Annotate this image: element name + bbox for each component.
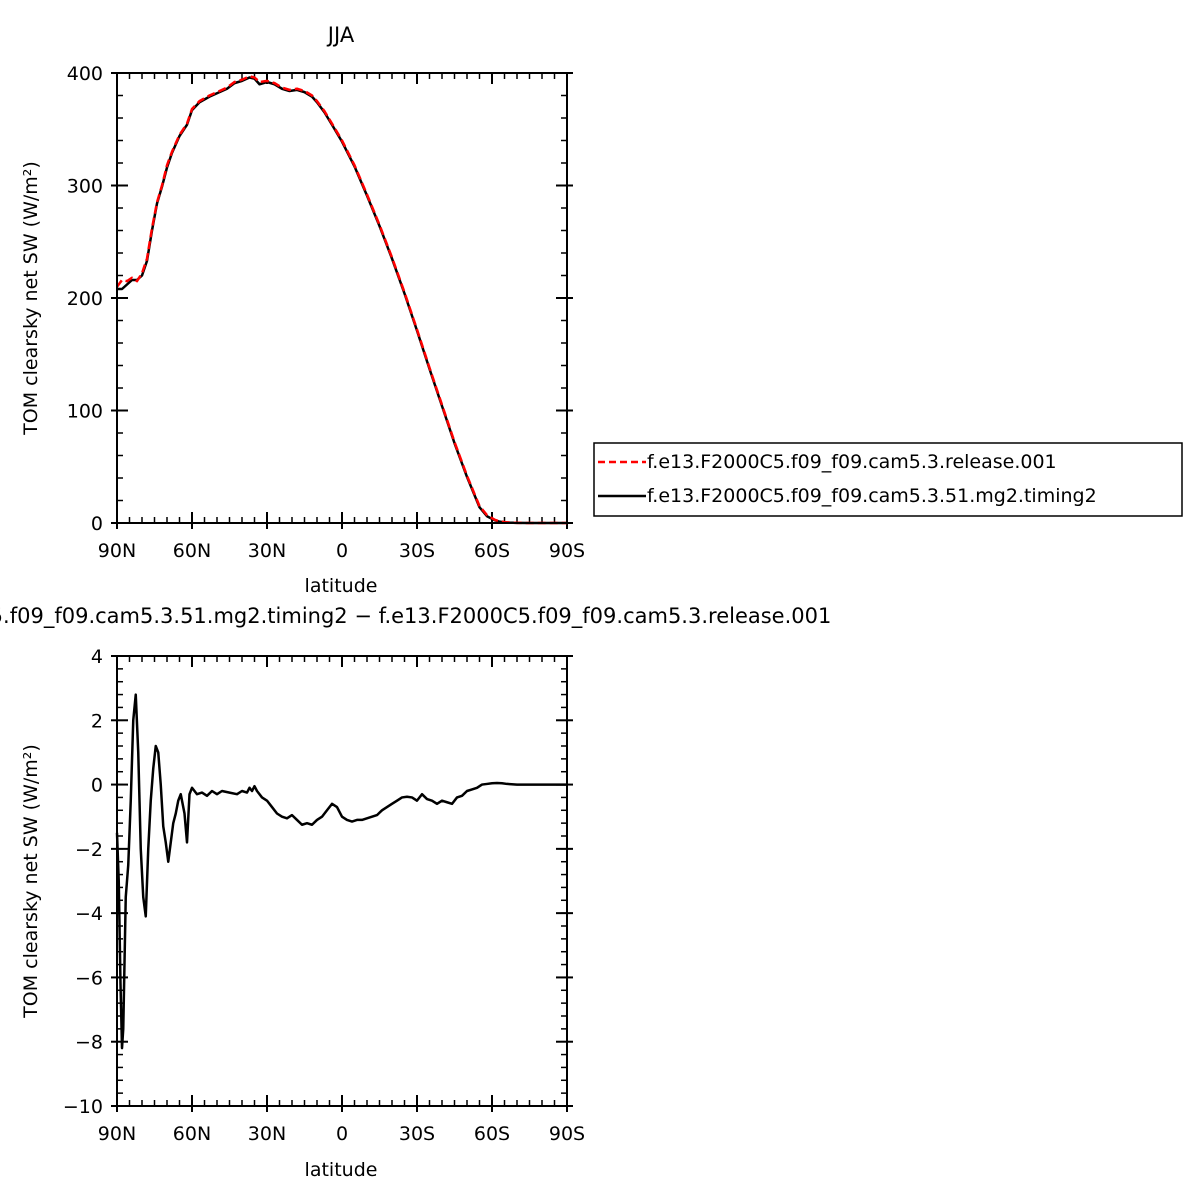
y-tick-label: 100: [67, 401, 103, 423]
legend-box: [593, 442, 1183, 517]
x-tick-label: 60N: [173, 540, 211, 562]
plot-frame: [116, 655, 568, 1107]
legend-label-release: f.e13.F2000C5.f09_f09.cam5.3.release.001: [647, 451, 1057, 473]
series-layer: [115, 75, 567, 525]
difference-panel: f.e13.F2000C5.f09_f09.cam5.3.51.mg2.timi…: [0, 604, 831, 1181]
y-tick-label: 300: [67, 176, 103, 198]
legend: f.e13.F2000C5.f09_f09.cam5.3.release.001…: [593, 442, 1183, 517]
x-tick-label: 90N: [98, 540, 136, 562]
x-tick-label: 60S: [474, 540, 510, 562]
x-tick-label: 30N: [248, 540, 286, 562]
panel-title: JJA: [326, 23, 355, 47]
x-tick-label: 90S: [549, 1123, 585, 1145]
x-tick-label: 30S: [399, 1123, 435, 1145]
y-tick-label: −4: [75, 903, 103, 925]
y-tick-label: −8: [75, 1032, 103, 1054]
x-axis-label: latitude: [305, 575, 378, 597]
axis-ticks: [111, 655, 573, 1112]
series-layer: [115, 693, 567, 1050]
x-tick-label: 30N: [248, 1123, 286, 1145]
x-tick-label: 90N: [98, 1123, 136, 1145]
absolute-sw-panel: JJA TOM clearsky net SW (W/m²) latitude …: [20, 23, 585, 597]
panel-title: f.e13.F2000C5.f09_f09.cam5.3.51.mg2.timi…: [0, 604, 831, 629]
axis-tick-labels: 90N 60N 30N 0 30S 60S 90S 0 100 200 300 400: [67, 63, 585, 562]
x-tick-label: 60S: [474, 1123, 510, 1145]
y-tick-label: −2: [75, 839, 103, 861]
x-tick-label: 90S: [549, 540, 585, 562]
y-tick-label: 400: [67, 63, 103, 85]
x-tick-label: 0: [336, 1123, 348, 1145]
x-tick-label: 30S: [399, 540, 435, 562]
x-tick-label: 0: [336, 540, 348, 562]
y-tick-label: 0: [91, 775, 103, 797]
series-line-0: [115, 693, 567, 1050]
series-line-1: [117, 76, 567, 525]
y-tick-label: 4: [91, 646, 103, 668]
y-axis-label: TOM clearsky net SW (W/m²): [20, 744, 42, 1019]
y-tick-label: 2: [91, 710, 103, 732]
y-tick-label: 200: [67, 288, 103, 310]
legend-label-timing2: f.e13.F2000C5.f09_f09.cam5.3.51.mg2.timi…: [647, 485, 1097, 507]
y-tick-label: −6: [75, 967, 103, 989]
y-axis-label: TOM clearsky net SW (W/m²): [20, 161, 42, 436]
axis-tick-labels: 90N 60N 30N 0 30S 60S 90S −10 −8 −6 −4 −2 0 2 4: [63, 646, 585, 1145]
plot-frame: [116, 72, 568, 524]
x-axis-label: latitude: [305, 1159, 378, 1181]
series-line-0: [115, 75, 567, 525]
y-tick-label: −10: [63, 1096, 103, 1118]
x-tick-label: 60N: [173, 1123, 211, 1145]
y-tick-label: 0: [91, 513, 103, 535]
